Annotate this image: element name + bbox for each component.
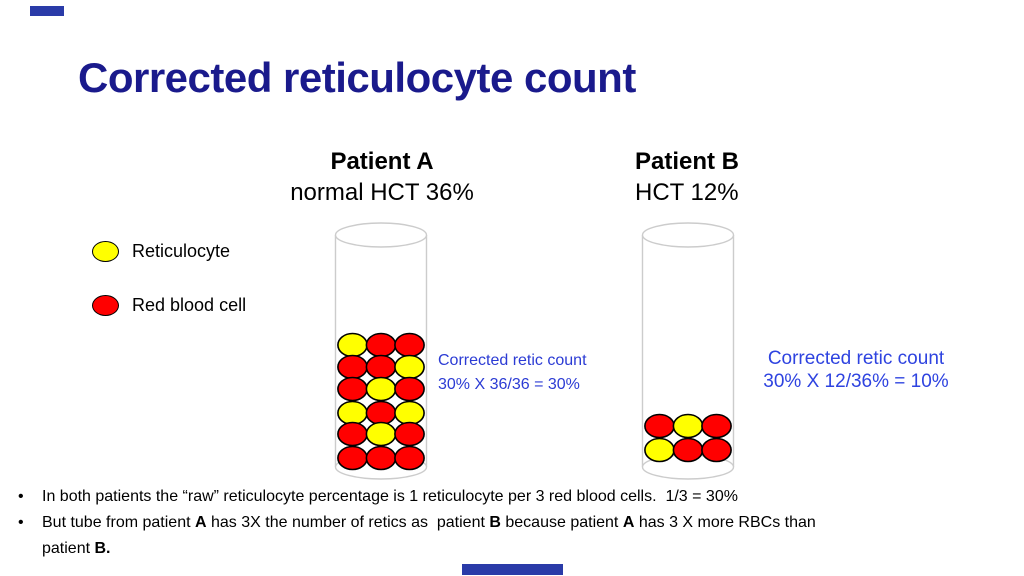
reticulocyte-cell — [394, 354, 425, 380]
test-tube-patient-b — [641, 222, 735, 480]
patient-b-subtitle: HCT 12% — [635, 179, 739, 206]
red-blood-cell — [394, 421, 425, 447]
red-blood-cell — [394, 332, 425, 358]
red-blood-cell-swatch-icon — [92, 295, 119, 316]
patient-a-heading: Patient A normal HCT 36% — [277, 146, 487, 208]
red-blood-cell — [365, 332, 397, 358]
reticulocyte-cell — [337, 332, 368, 358]
red-blood-cell — [337, 376, 368, 402]
bullet-list: In both patients the “raw” reticulocyte … — [16, 484, 1008, 562]
legend-item-red-blood-cell: Red blood cell — [92, 295, 246, 316]
reticulocyte-cell — [365, 421, 397, 447]
patient-a-subtitle: normal HCT 36% — [290, 179, 474, 206]
red-blood-cell — [644, 413, 675, 439]
red-blood-cell — [365, 445, 397, 471]
annotation-line: Corrected retic count — [438, 352, 587, 369]
red-blood-cell — [701, 413, 732, 439]
reticulocyte-cell — [672, 413, 704, 439]
annotation-line: 30% X 12/36% = 10% — [763, 371, 949, 392]
red-blood-cell — [337, 421, 368, 447]
red-blood-cell — [394, 376, 425, 402]
reticulocyte-cell — [644, 437, 675, 463]
annotation-line: Corrected retic count — [767, 348, 945, 369]
annotation-patient-a: Corrected retic count 30% X 36/36 = 30% — [438, 349, 587, 397]
red-blood-cell — [365, 400, 397, 426]
test-tube-patient-a — [334, 222, 428, 480]
red-blood-cell — [337, 354, 368, 380]
legend-label: Reticulocyte — [132, 241, 231, 261]
red-blood-cell — [365, 354, 397, 380]
accent-bar-bottom — [462, 564, 563, 575]
patient-b-heading: Patient B HCT 12% — [635, 146, 845, 208]
reticulocyte-cell — [365, 376, 397, 402]
patient-b-name: Patient B — [635, 148, 740, 175]
red-blood-cell — [337, 445, 368, 471]
red-blood-cell — [394, 445, 425, 471]
legend-label: Red blood cell — [132, 295, 247, 315]
reticulocyte-swatch-icon — [92, 241, 119, 262]
reticulocyte-cell — [394, 400, 425, 426]
bullet-item: But tube from patient A has 3X the numbe… — [16, 510, 1008, 562]
annotation-line: 30% X 36/36 = 30% — [438, 376, 580, 393]
page-title: Corrected reticulocyte count — [78, 54, 636, 101]
reticulocyte-cell — [337, 400, 368, 426]
red-blood-cell — [672, 437, 704, 463]
accent-bar-top — [30, 6, 64, 16]
annotation-patient-b: Corrected retic count 30% X 12/36% = 10% — [753, 347, 959, 393]
legend-item-reticulocyte: Reticulocyte — [92, 241, 230, 262]
red-blood-cell — [701, 437, 732, 463]
patient-a-name: Patient A — [330, 148, 434, 175]
bullet-item: In both patients the “raw” reticulocyte … — [16, 484, 1008, 510]
